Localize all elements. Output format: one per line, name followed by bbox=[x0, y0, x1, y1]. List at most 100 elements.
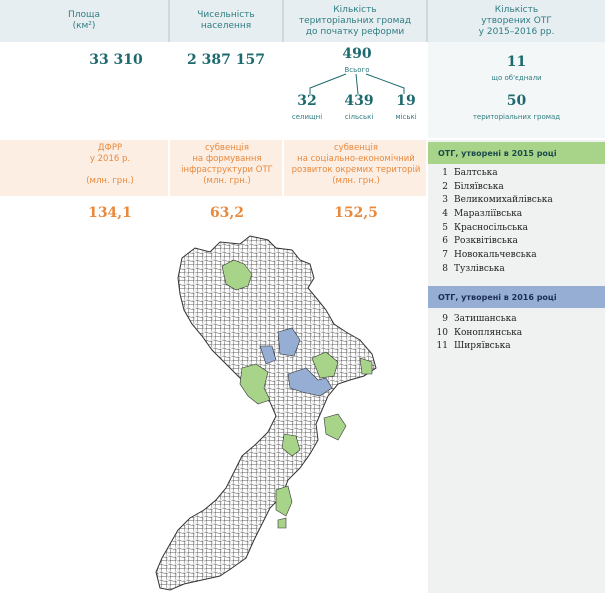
otg-label-1: Кількість bbox=[494, 4, 539, 15]
otg-list-item: 3 Великомихайлівська bbox=[434, 193, 604, 207]
urban-value: 19 bbox=[396, 93, 416, 109]
rural-value: 439 bbox=[344, 93, 374, 109]
header-population: Чисельність населення bbox=[170, 0, 282, 42]
otg-area-2015 bbox=[277, 517, 287, 529]
tree-line-right bbox=[365, 73, 405, 94]
socio-label: субвенція на соціально-економічний розви… bbox=[286, 143, 426, 187]
socio-value: 152,5 bbox=[334, 205, 378, 221]
otg-list-item: 2 Біляївська bbox=[434, 180, 604, 194]
tree-line-left bbox=[309, 73, 347, 94]
otg-list-name: Балтська bbox=[454, 167, 498, 178]
header-otg: Кількість утворених ОТГ у 2015–2016 рр. bbox=[428, 0, 605, 42]
otg-list-name: Коноплянська bbox=[454, 327, 523, 338]
otg-list-number: 8 bbox=[442, 263, 448, 274]
otg-area-2015 bbox=[239, 363, 271, 405]
otg-list-number: 3 bbox=[442, 195, 448, 206]
urban-label: міські bbox=[395, 113, 417, 121]
otg-list-number: 4 bbox=[442, 208, 448, 219]
area-unit: (км²) bbox=[72, 21, 96, 31]
otg-2016-areas bbox=[259, 327, 333, 397]
otg-list-name: Ширяївська bbox=[454, 341, 511, 352]
socio-unit: (млн. грн.) bbox=[332, 176, 380, 186]
socio-label-3: розвиток окремих територій bbox=[291, 165, 421, 175]
funding-separator bbox=[282, 140, 284, 196]
otg-list-number: 6 bbox=[442, 236, 448, 247]
otg-area-2015 bbox=[221, 259, 253, 291]
otg-list-name: Розквітівська bbox=[454, 236, 518, 247]
funding-band bbox=[0, 140, 426, 196]
otg-count-label: що об'єднали bbox=[491, 74, 542, 82]
otg-list-item: 4 Маразліївська bbox=[434, 207, 604, 221]
area-value: 33 310 bbox=[89, 52, 143, 68]
otg-list-number: 10 bbox=[436, 327, 448, 338]
otg-list-number: 1 bbox=[442, 167, 448, 178]
otg-area-2015 bbox=[323, 413, 347, 441]
population-value: 2 387 157 bbox=[187, 52, 265, 68]
otg-area-2015 bbox=[359, 357, 373, 375]
otg-label-3: у 2015–2016 рр. bbox=[478, 26, 555, 37]
total-communities-value: 490 bbox=[342, 46, 372, 62]
infra-label: субвенція на формування інфраструктури О… bbox=[175, 143, 279, 187]
rural-label: сільські bbox=[344, 113, 374, 121]
otg-list-name: Тузлівська bbox=[454, 263, 505, 274]
otg-list-name: Біляївська bbox=[454, 181, 504, 192]
header-separator bbox=[282, 0, 284, 42]
dfrr-label-2: у 2016 р. bbox=[89, 154, 131, 164]
total-communities-label: Всього bbox=[344, 66, 370, 74]
otg-2015-header: ОТГ, утворені в 2015 році bbox=[428, 142, 605, 164]
otg-area-2016 bbox=[277, 327, 301, 357]
otg-2016-list: 9 Затишанська 10 Коноплянська 11 Ширяївська bbox=[434, 312, 604, 353]
otg-list-number: 9 bbox=[442, 313, 448, 324]
otg-list-number: 5 bbox=[442, 222, 448, 233]
otg-list-name: Новокальчевська bbox=[454, 249, 537, 260]
communities-label-3: до початку реформи bbox=[305, 26, 405, 37]
infra-value: 63,2 bbox=[209, 205, 245, 221]
otg-area-2015 bbox=[311, 351, 339, 379]
otg-list-item: 10 Коноплянська bbox=[434, 326, 604, 340]
socio-label-1: субвенція bbox=[333, 143, 378, 153]
otg-list-panel bbox=[428, 140, 605, 593]
otg-list-number: 11 bbox=[436, 341, 448, 352]
funding-separator bbox=[168, 140, 170, 196]
otg-list-number: 2 bbox=[442, 181, 448, 192]
otg-list-item: 8 Тузлівська bbox=[434, 262, 604, 276]
area-label: Площа bbox=[67, 10, 101, 20]
infra-unit: (млн. грн.) bbox=[203, 176, 251, 186]
settlement-value: 32 bbox=[297, 93, 317, 109]
otg-list-item: 9 Затишанська bbox=[434, 312, 604, 326]
header-area: Площа (км²) bbox=[0, 0, 168, 42]
dfrr-label-1: ДФРР bbox=[97, 143, 123, 153]
otg-count-value: 11 bbox=[506, 54, 527, 70]
otg-2016-header: ОТГ, утворені в 2016 році bbox=[428, 286, 605, 308]
otg-stats-box bbox=[428, 42, 605, 138]
tree-line-middle bbox=[355, 73, 359, 95]
infra-label-1: субвенція bbox=[204, 143, 249, 153]
communities-label-2: територіальних громад bbox=[298, 15, 412, 26]
otg-list-name: Красносільська bbox=[454, 222, 529, 233]
otg-list-item: 6 Розквітівська bbox=[434, 234, 604, 248]
otg-area-2016 bbox=[287, 367, 333, 397]
communities-tree-lines bbox=[309, 73, 405, 95]
otg-merged-label: територіальних громад bbox=[472, 113, 561, 121]
otg-2015-list: 1 Балтська 2 Біляївська 3 Великомихайлівська 4… bbox=[434, 166, 604, 276]
socio-label-2: на соціально-економічний bbox=[297, 154, 415, 164]
population-label-1: Чисельність bbox=[197, 10, 255, 20]
infra-label-2: на формування bbox=[192, 154, 262, 164]
otg-area-2015 bbox=[281, 433, 301, 457]
otg-list-name: Затишанська bbox=[454, 313, 517, 324]
otg-list-item: 11 Ширяївська bbox=[434, 339, 604, 353]
otg-area-2016 bbox=[259, 345, 277, 365]
settlement-label: селищні bbox=[291, 113, 323, 121]
otg-2015-areas bbox=[221, 259, 373, 529]
dfrr-value: 134,1 bbox=[88, 205, 132, 221]
dfrr-unit: (млн. грн.) bbox=[86, 176, 134, 186]
infra-label-3: інфраструктури ОТГ bbox=[181, 165, 273, 175]
population-label-2: населення bbox=[200, 21, 252, 31]
otg-list-item: 1 Балтська bbox=[434, 166, 604, 180]
otg-area-2015 bbox=[275, 485, 293, 517]
header-separator bbox=[426, 0, 428, 42]
otg-list-number: 7 bbox=[442, 249, 448, 260]
dfrr-label: ДФРР у 2016 р. (млн. грн.) bbox=[40, 143, 180, 187]
otg-merged-value: 50 bbox=[506, 93, 527, 109]
region-shape bbox=[155, 235, 377, 591]
